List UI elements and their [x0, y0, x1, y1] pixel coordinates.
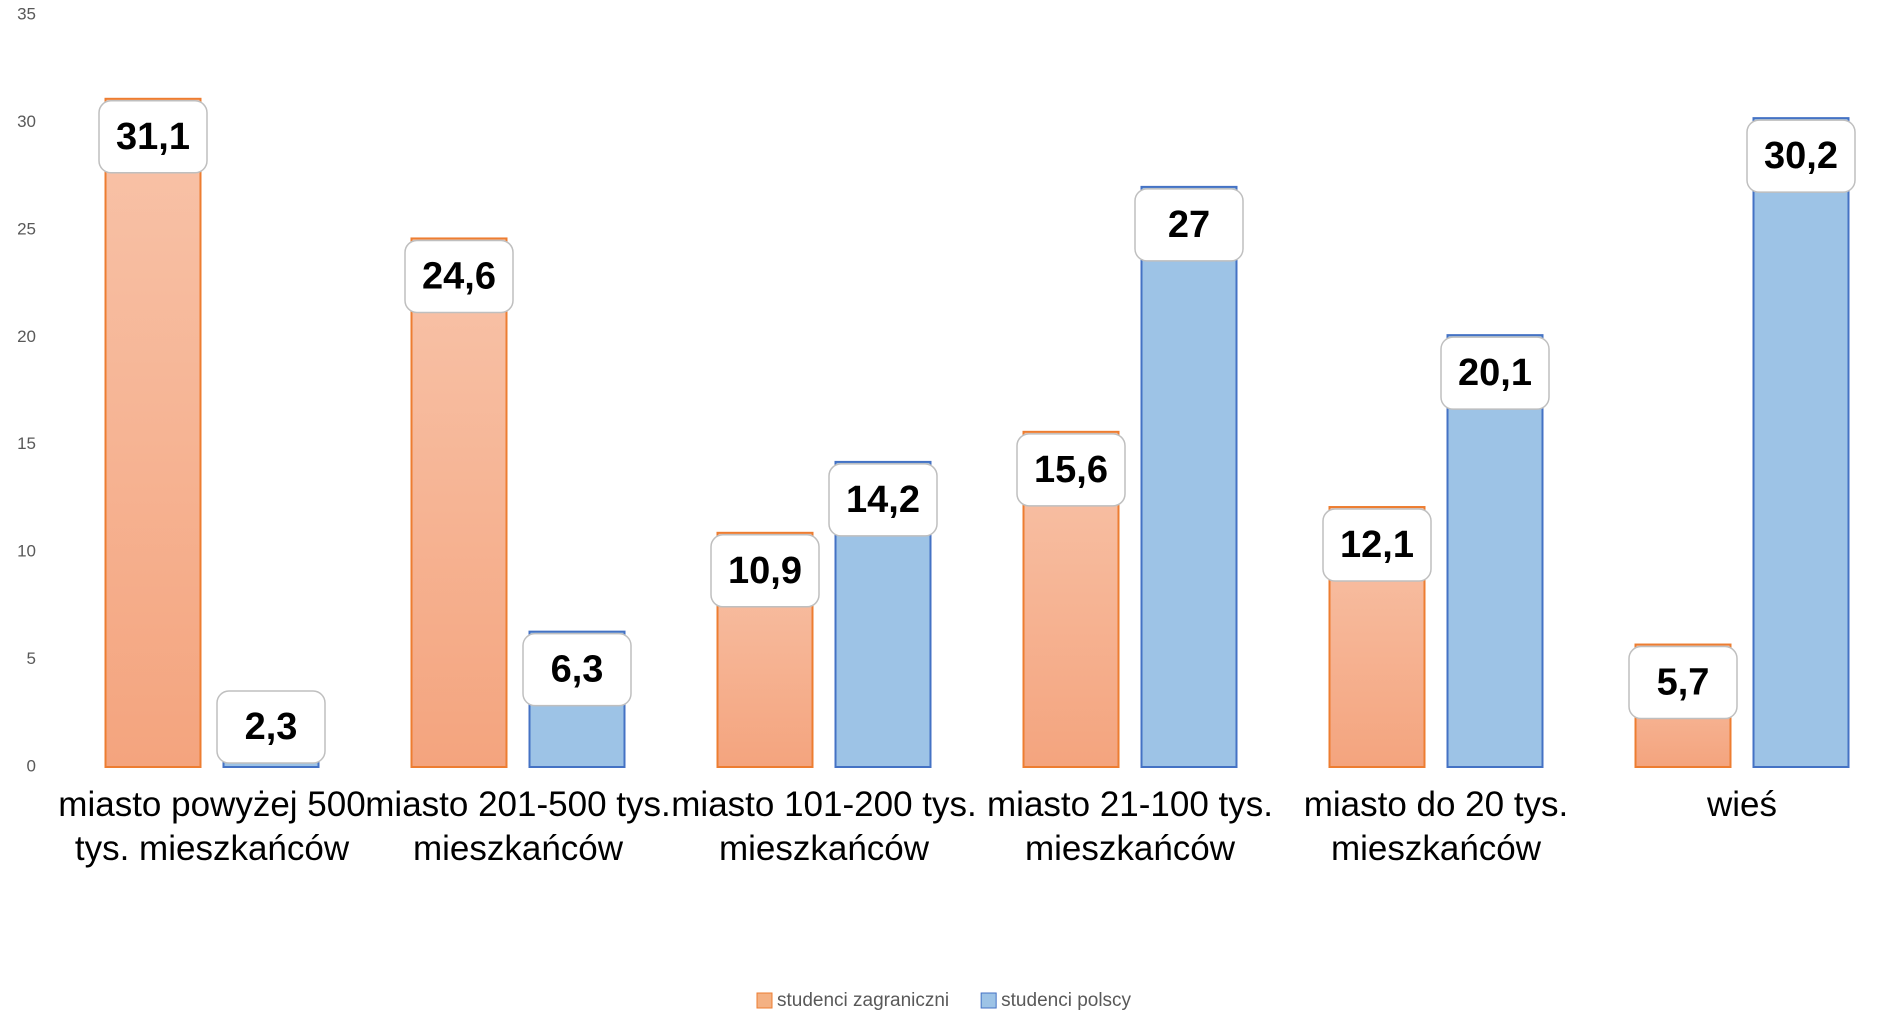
y-tick-label: 35 — [17, 4, 36, 23]
data-label-text: 15,6 — [1034, 449, 1108, 491]
data-label: 31,1 — [98, 100, 208, 174]
data-label-box — [98, 100, 208, 174]
data-label-box — [1322, 508, 1432, 582]
x-tick-label: miasto 201-500 tys. mieszkańców — [365, 785, 671, 868]
x-tick-label: miasto powyżej 500 tys. mieszkańców — [58, 785, 366, 868]
data-label-box — [710, 534, 820, 608]
data-label-box — [404, 239, 514, 314]
x-tick-label: wieś — [1706, 785, 1778, 824]
y-tick-label: 5 — [27, 649, 36, 668]
data-label: 6,3 — [522, 632, 632, 707]
legend-swatch — [756, 992, 773, 1009]
legend-swatch — [980, 992, 997, 1009]
data-label-box — [216, 690, 326, 764]
bar — [104, 97, 202, 768]
data-label: 10,9 — [710, 534, 820, 608]
data-label-box — [1016, 433, 1126, 507]
data-label-box — [1134, 188, 1244, 262]
bar — [1140, 185, 1238, 768]
data-label: 24,6 — [404, 239, 514, 314]
y-tick-label: 30 — [17, 112, 36, 131]
data-label-text: 12,1 — [1340, 524, 1414, 566]
bar — [1752, 117, 1850, 769]
data-label: 30,2 — [1746, 119, 1856, 193]
data-label-box — [828, 463, 938, 537]
data-label-box — [1628, 645, 1738, 720]
data-label: 12,1 — [1322, 508, 1432, 582]
x-tick-label: miasto do 20 tys. mieszkańców — [1303, 785, 1569, 868]
data-label-text: 10,9 — [728, 550, 802, 592]
data-label-box — [1440, 336, 1550, 410]
data-label: 27 — [1134, 188, 1244, 262]
bar — [410, 237, 508, 769]
data-label: 14,2 — [828, 463, 938, 537]
data-label-text: 30,2 — [1764, 135, 1838, 177]
data-label: 15,6 — [1016, 433, 1126, 507]
x-tick-label: miasto 21-100 tys. mieszkańców — [987, 785, 1273, 868]
data-label-box — [1746, 119, 1856, 193]
y-tick-label: 15 — [17, 434, 36, 453]
data-label-box — [522, 632, 632, 707]
data-label-text: 6,3 — [551, 649, 604, 691]
data-label-text: 20,1 — [1458, 352, 1532, 394]
data-label-text: 27 — [1168, 204, 1210, 246]
y-tick-label: 20 — [17, 327, 36, 346]
y-tick-label: 25 — [17, 219, 36, 238]
x-tick-label: miasto 101-200 tys. mieszkańców — [671, 785, 977, 868]
data-label-text: 31,1 — [116, 116, 190, 158]
data-label-text: 2,3 — [245, 706, 298, 748]
data-label: 5,7 — [1628, 645, 1738, 720]
legend-label: studenci zagraniczni — [777, 990, 949, 1011]
data-label-text: 14,2 — [846, 479, 920, 521]
data-label: 20,1 — [1440, 336, 1550, 410]
data-label-text: 24,6 — [422, 255, 496, 297]
legend-label: studenci polscy — [1001, 990, 1131, 1011]
y-tick-label: 0 — [27, 756, 36, 775]
y-tick-label: 10 — [17, 542, 36, 561]
data-label-text: 5,7 — [1657, 662, 1710, 704]
data-label: 2,3 — [216, 690, 326, 764]
